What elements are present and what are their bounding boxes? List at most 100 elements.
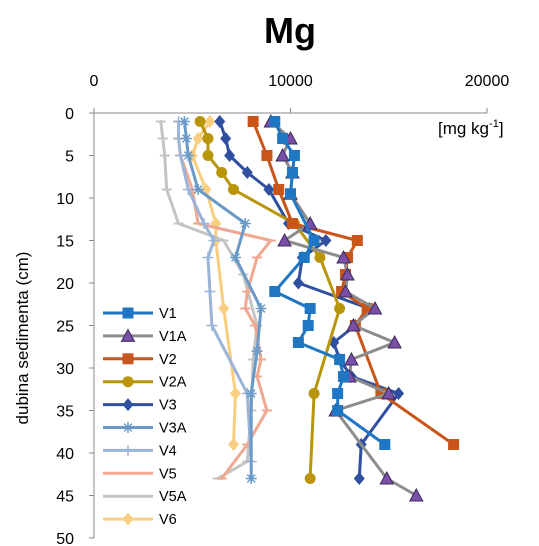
series-line: [190, 120, 237, 446]
data-point: [204, 115, 216, 128]
data-point: [192, 132, 204, 145]
series-line: [273, 120, 387, 446]
units-label-sup: -1: [489, 118, 499, 130]
units-label-suffix: ]: [499, 119, 504, 138]
units-label: [mg kg-1]: [438, 118, 504, 138]
data-point: [379, 439, 391, 450]
data-point: [304, 473, 316, 484]
data-point: [277, 232, 292, 247]
x-tick-label: 20000: [465, 73, 510, 90]
legend-marker: [122, 398, 134, 412]
data-point: [180, 133, 192, 144]
data-point: [320, 234, 332, 247]
data-point: [255, 303, 267, 314]
data-point: [261, 150, 273, 161]
data-point: [379, 470, 395, 485]
series-v2a: [194, 116, 346, 484]
y-axis-label: dubina sedimenta (cm): [13, 252, 32, 425]
legend-marker: [122, 353, 134, 365]
data-point: [351, 235, 363, 246]
legend-marker: [120, 328, 136, 342]
legend-label: V2A: [159, 375, 187, 391]
data-point: [304, 303, 316, 314]
data-point: [302, 320, 314, 331]
data-point: [308, 388, 320, 399]
x-tick-label: 0: [90, 73, 99, 90]
series-layer: [155, 113, 460, 502]
legend-label: V5A: [159, 489, 187, 505]
data-point: [286, 218, 298, 229]
data-point: [361, 303, 373, 314]
data-point: [224, 149, 236, 162]
data-point: [340, 266, 355, 281]
legend-marker: [122, 512, 134, 526]
data-point: [182, 150, 194, 161]
data-point: [408, 487, 424, 502]
legend-entry: V3A: [103, 421, 187, 437]
legend-entry: V3: [103, 398, 177, 414]
data-point: [228, 184, 240, 195]
data-point: [387, 334, 402, 349]
legend-entry: V1: [103, 306, 177, 322]
data-point: [216, 167, 228, 178]
y-tick-label: 30: [56, 361, 74, 378]
data-point: [228, 438, 240, 451]
data-point: [332, 388, 344, 399]
y-tick-label: 20: [56, 276, 74, 293]
data-point: [375, 388, 387, 399]
y-tick-label: 5: [65, 149, 74, 166]
y-tick-label: 0: [65, 106, 74, 123]
series-line: [198, 120, 342, 480]
data-point: [285, 188, 296, 200]
units-label-main: [mg kg: [438, 119, 489, 138]
data-point: [275, 147, 290, 162]
series-v1: [269, 116, 391, 450]
legend-marker: [122, 422, 134, 433]
legend: V1 V1A V2 V2A V3 V3A V4 V5 V5A V6: [103, 306, 187, 528]
y-tick-label: 40: [56, 446, 74, 463]
legend-entry: V2: [103, 352, 177, 368]
data-point: [220, 132, 232, 145]
x-tick-labels: 0 10000 20000: [90, 73, 510, 90]
data-point: [206, 320, 218, 331]
data-point: [229, 387, 241, 400]
data-point: [202, 252, 214, 263]
legend-label: V6: [159, 512, 177, 528]
legend-label: V1A: [159, 329, 187, 345]
legend-entry: V5A: [103, 489, 187, 505]
data-point: [277, 133, 289, 144]
x-tick-label: 10000: [268, 73, 313, 90]
data-point: [288, 150, 300, 161]
data-point: [229, 252, 241, 263]
legend-label: V3A: [159, 421, 187, 437]
y-tick-labels: 0 5 10 15 20 25 30 35 40 45 50: [56, 106, 74, 546]
legend-entry: V4: [103, 443, 177, 459]
data-point: [208, 235, 220, 246]
data-point: [263, 183, 275, 196]
axes: [89, 108, 488, 539]
legend-label: V3: [159, 398, 177, 414]
legend-label: V1: [159, 306, 177, 322]
data-point: [338, 283, 353, 298]
y-tick-label: 35: [56, 404, 74, 421]
data-point: [336, 249, 351, 264]
data-point: [218, 302, 230, 315]
data-point: [286, 167, 298, 178]
data-point: [344, 351, 359, 366]
series-line: [182, 120, 263, 480]
series-v3a: [178, 116, 267, 484]
data-point: [269, 116, 281, 127]
data-point: [298, 252, 310, 263]
legend-label: V5: [159, 466, 177, 482]
data-point: [214, 115, 226, 128]
data-point: [247, 116, 259, 127]
data-point: [273, 184, 285, 195]
series-v2: [247, 116, 460, 450]
data-point: [192, 184, 204, 195]
data-point: [292, 276, 304, 290]
legend-entry: V6: [103, 512, 177, 528]
data-point: [308, 235, 320, 246]
data-point: [245, 473, 257, 484]
series-v6: [186, 115, 241, 451]
